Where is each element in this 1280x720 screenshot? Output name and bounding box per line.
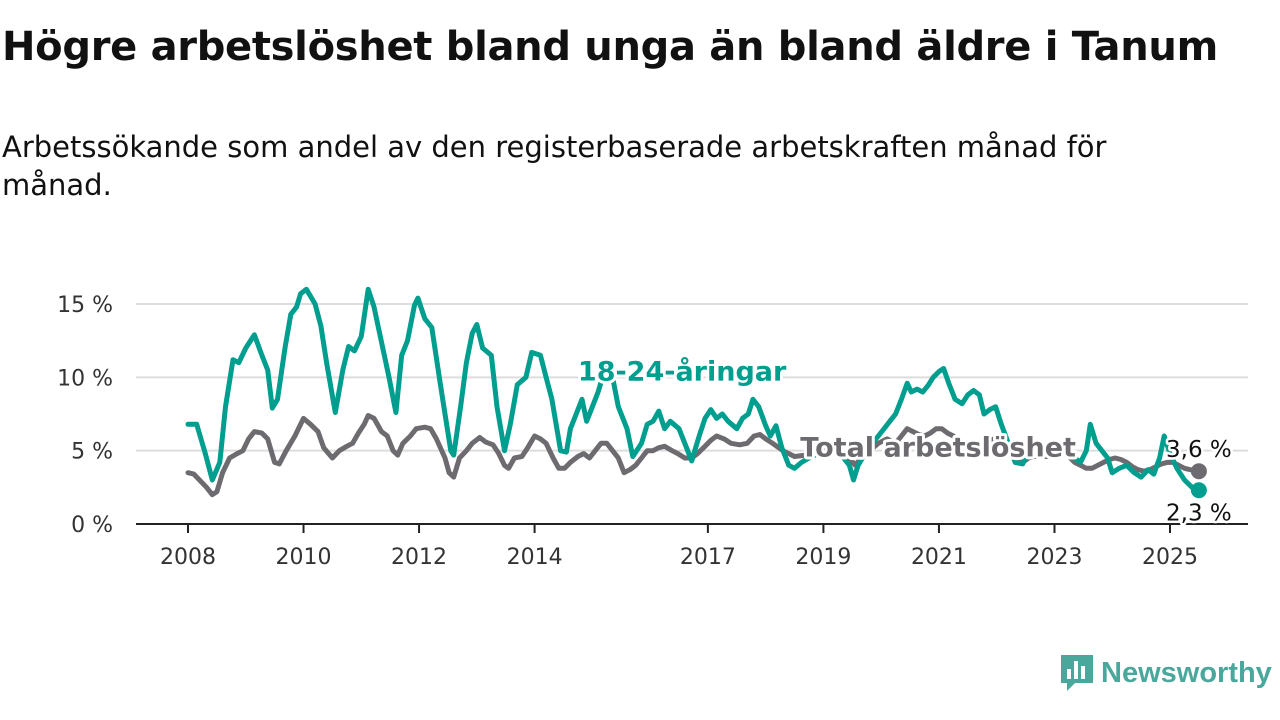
x-tick-label: 2019 bbox=[795, 545, 851, 570]
end-point-total bbox=[1190, 463, 1207, 480]
chart-subtitle: Arbetssökande som andel av den registerb… bbox=[2, 130, 1107, 202]
x-tick-label: 2025 bbox=[1142, 545, 1198, 570]
x-tick-label: 2010 bbox=[276, 545, 332, 570]
y-tick-label: 0 % bbox=[71, 513, 113, 538]
newsworthy-bar-chart-icon bbox=[1061, 655, 1093, 691]
x-tick-label: 2023 bbox=[1026, 545, 1082, 570]
end-label-total: 3,6 % bbox=[1166, 437, 1232, 463]
logo-text: Newsworthy bbox=[1101, 656, 1272, 689]
x-tick-label: 2021 bbox=[911, 545, 967, 570]
end-point-youth bbox=[1190, 482, 1207, 499]
x-tick-label: 2012 bbox=[391, 545, 447, 570]
x-tick-label: 2008 bbox=[160, 545, 216, 570]
end-label-youth: 2,3 % bbox=[1166, 500, 1232, 526]
x-tick-label: 2014 bbox=[507, 545, 563, 570]
y-tick-label: 5 % bbox=[71, 440, 113, 465]
series-line-total bbox=[185, 413, 1202, 498]
series-label-total: Total arbetslöshet bbox=[800, 433, 1076, 464]
x-tick-label: 2017 bbox=[680, 545, 736, 570]
newsworthy-logo: Newsworthy bbox=[1059, 653, 1272, 693]
chart-title: Högre arbetslöshet bland unga än bland ä… bbox=[2, 24, 1218, 70]
y-tick-label: 15 % bbox=[57, 293, 113, 318]
y-tick-label: 10 % bbox=[57, 366, 113, 391]
series-label-youth: 18-24-åringar bbox=[578, 355, 787, 387]
series-line-youth bbox=[185, 286, 1202, 493]
